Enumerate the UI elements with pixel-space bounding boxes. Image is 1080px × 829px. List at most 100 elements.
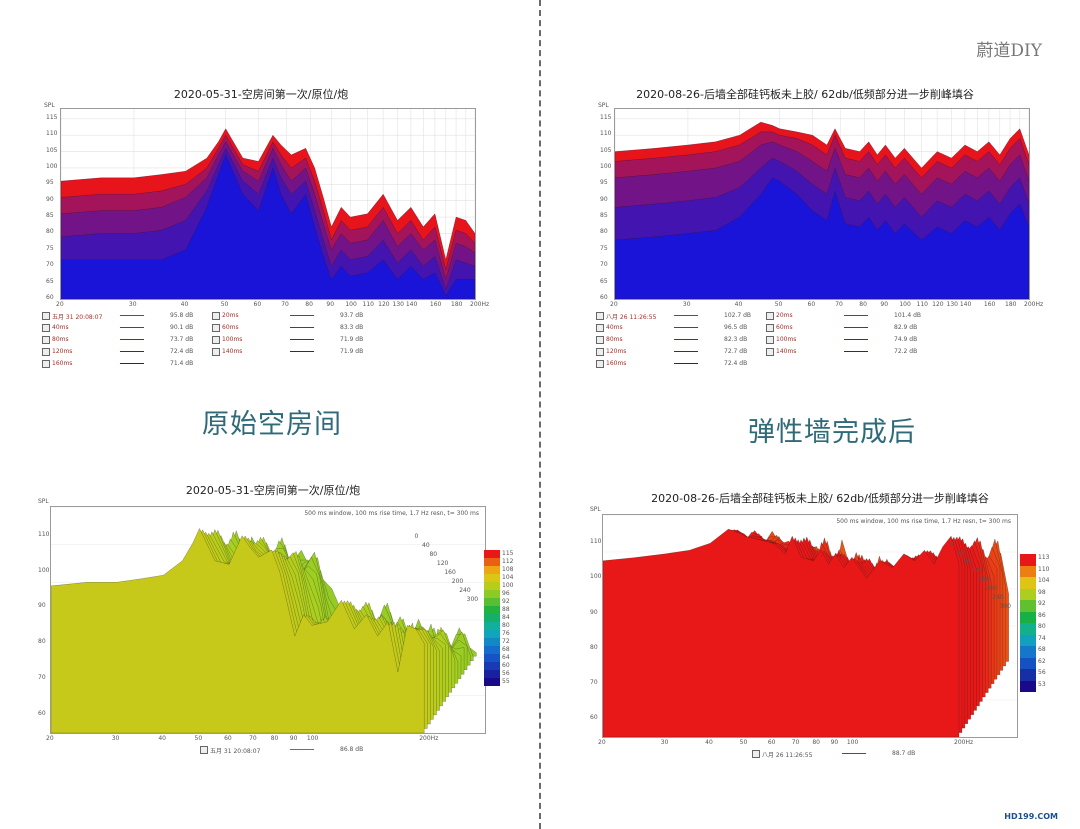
legend-checkbox[interactable] [596, 336, 604, 344]
legend-swatch [120, 339, 144, 340]
legend-checkbox[interactable] [596, 360, 604, 368]
x-tick-label: 90 [880, 301, 889, 308]
y-tick-label: 90 [590, 608, 598, 616]
color-scale-segment [1020, 680, 1036, 692]
decay-svg [615, 109, 1029, 299]
x-tick-label: 160 [983, 301, 996, 308]
color-scale-label: 104 [1038, 577, 1050, 584]
x-tick-label: 60 [767, 739, 776, 746]
caption-right: 弹性墙完成后 [748, 417, 916, 448]
x-tick-label: 200Hz [954, 739, 974, 746]
legend-value: 72.4 dB [170, 348, 194, 355]
color-scale-label: 76 [502, 630, 510, 637]
legend-checkbox[interactable] [42, 336, 50, 344]
x-tick-label: 200Hz [419, 735, 439, 742]
x-tick-label: 100 [345, 301, 357, 308]
color-scale-label: 113 [1038, 554, 1050, 561]
legend-checkbox[interactable] [596, 312, 604, 320]
chart-title: 2020-08-26-后墙全部硅钙板未上胶/ 62db/低频部分进一步削峰填谷 [651, 492, 989, 505]
x-tick-label: 30 [660, 739, 669, 746]
y-tick-label: 110 [600, 130, 612, 138]
y-tick-label: 95 [46, 179, 54, 187]
waterfall-plot: 500 ms window, 100 ms rise time, 1.7 Hz … [602, 514, 1018, 738]
y-tick-label: 70 [46, 261, 54, 269]
x-tick-label: 80 [270, 735, 279, 742]
y-tick-label: 90 [600, 195, 608, 203]
x-tick-label: 30 [111, 735, 120, 742]
legend-swatch [120, 327, 144, 328]
legend-checkbox[interactable] [596, 324, 604, 332]
legend-checkbox[interactable] [42, 348, 50, 356]
legend-value: 74.9 dB [894, 336, 918, 343]
chart-title: 2020-05-31-空房间第一次/原位/炮 [173, 88, 349, 101]
x-tick-label: 90 [326, 301, 335, 308]
y-tick-label: 90 [38, 602, 46, 610]
y-tick-label: 110 [38, 530, 50, 538]
y-tick-label: 95 [600, 179, 608, 187]
legend-checkbox[interactable] [212, 336, 220, 344]
y-tick-label: 70 [38, 674, 46, 682]
color-scale-segment [484, 550, 500, 558]
color-scale-segment [484, 606, 500, 614]
chart-title: 2020-05-31-空房间第一次/原位/炮 [185, 484, 361, 497]
legend-checkbox[interactable] [766, 324, 774, 332]
legend-label: 120ms [52, 348, 73, 355]
color-scale-segment [484, 558, 500, 566]
legend-checkbox[interactable] [42, 324, 50, 332]
color-scale-label: 55 [502, 678, 510, 685]
color-scale-segment [484, 566, 500, 574]
time-tick-label: 120 [971, 567, 983, 575]
legend-checkbox[interactable] [766, 336, 774, 344]
time-tick-label: 160 [978, 576, 990, 584]
x-tick-label: 70 [835, 301, 843, 308]
color-scale-segment [1020, 623, 1036, 635]
color-scale-segment [484, 670, 500, 678]
legend-value: 88.7 dB [892, 750, 916, 757]
y-tick-label: 100 [590, 573, 602, 581]
legend-checkbox[interactable] [596, 348, 604, 356]
time-tick-label: 300 [999, 602, 1011, 610]
color-scale-label: 92 [1038, 600, 1046, 607]
color-scale-label: 100 [502, 582, 514, 589]
time-tick-label: 160 [444, 569, 456, 577]
legend-checkbox[interactable] [752, 750, 760, 758]
x-tick-label: 160 [429, 301, 442, 308]
legend-value: 90.1 dB [170, 324, 194, 331]
y-tick-label: 80 [46, 228, 54, 236]
color-scale-label: 74 [1038, 634, 1046, 642]
legend-checkbox[interactable] [766, 312, 774, 320]
time-tick-label: 80 [429, 551, 438, 559]
x-tick-label: 20 [598, 739, 606, 746]
legend-checkbox[interactable] [42, 360, 50, 368]
y-tick-label: 100 [46, 162, 58, 170]
time-tick-label: 200 [985, 585, 997, 593]
legend-swatch [674, 327, 698, 328]
legend-value: 95.8 dB [170, 312, 194, 319]
legend-label: 40ms [606, 324, 623, 331]
color-scale-label: 86 [1038, 611, 1046, 619]
x-tick-label: 200Hz [1024, 301, 1044, 308]
y-tick-label: 70 [590, 679, 598, 687]
y-axis-label: SPL [598, 102, 609, 109]
waterfall-svg [603, 515, 1017, 737]
x-tick-label: 120 [932, 301, 944, 308]
color-scale-bar: 115 112 108 104 100 96 92 88 84 80 76 72 68 64 60 56 55 [484, 550, 513, 686]
waterfall-plot: 500 ms window, 100 ms rise time, 1.7 Hz … [50, 506, 486, 734]
color-scale-segment [1020, 611, 1036, 623]
legend-label: 60ms [776, 324, 793, 331]
legend-checkbox[interactable] [42, 312, 50, 320]
legend-checkbox[interactable] [212, 312, 220, 320]
legend-value: 93.7 dB [340, 312, 364, 319]
legend-checkbox[interactable] [212, 348, 220, 356]
color-scale-label: 68 [1038, 646, 1046, 653]
x-tick-label: 180 [1005, 301, 1017, 308]
legend-checkbox[interactable] [212, 324, 220, 332]
legend-value: 101.4 dB [894, 312, 922, 319]
legend-swatch [674, 315, 698, 316]
x-tick-label: 120 [378, 301, 390, 308]
site-logo: HD199.COM [1004, 812, 1058, 821]
legend-checkbox[interactable] [766, 348, 774, 356]
time-tick-label: 200 [451, 578, 464, 586]
legend-checkbox[interactable] [200, 746, 208, 754]
time-tick-label: 0 [949, 540, 954, 548]
